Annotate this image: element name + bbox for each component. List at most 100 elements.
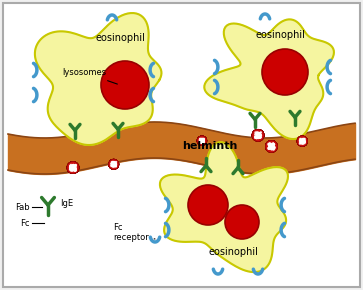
Circle shape bbox=[114, 161, 117, 163]
Circle shape bbox=[113, 164, 115, 166]
Circle shape bbox=[268, 143, 270, 145]
Circle shape bbox=[200, 140, 202, 142]
Circle shape bbox=[109, 159, 119, 170]
Circle shape bbox=[265, 140, 278, 153]
Circle shape bbox=[109, 159, 119, 170]
Circle shape bbox=[69, 166, 71, 169]
Circle shape bbox=[202, 142, 204, 144]
Circle shape bbox=[74, 169, 76, 172]
Circle shape bbox=[199, 141, 201, 143]
Circle shape bbox=[301, 143, 303, 145]
Circle shape bbox=[252, 129, 264, 142]
Circle shape bbox=[300, 140, 302, 142]
Circle shape bbox=[69, 166, 71, 168]
Circle shape bbox=[72, 167, 74, 170]
Circle shape bbox=[197, 136, 207, 146]
Circle shape bbox=[200, 138, 201, 140]
Circle shape bbox=[199, 138, 201, 139]
Circle shape bbox=[257, 134, 260, 136]
Circle shape bbox=[270, 148, 272, 150]
Circle shape bbox=[258, 135, 261, 137]
Circle shape bbox=[72, 166, 74, 168]
Circle shape bbox=[271, 145, 273, 148]
Circle shape bbox=[254, 136, 257, 139]
Circle shape bbox=[67, 162, 79, 174]
Circle shape bbox=[256, 135, 258, 137]
Circle shape bbox=[202, 139, 204, 140]
Circle shape bbox=[72, 164, 74, 166]
Circle shape bbox=[111, 163, 113, 165]
Circle shape bbox=[299, 142, 302, 144]
Circle shape bbox=[115, 163, 117, 165]
Circle shape bbox=[67, 162, 79, 174]
Circle shape bbox=[71, 169, 73, 171]
Circle shape bbox=[67, 162, 79, 174]
Circle shape bbox=[113, 166, 115, 167]
Circle shape bbox=[201, 138, 202, 140]
Circle shape bbox=[273, 144, 275, 146]
Circle shape bbox=[67, 162, 79, 174]
Circle shape bbox=[299, 143, 301, 145]
Circle shape bbox=[300, 140, 302, 142]
Circle shape bbox=[268, 143, 270, 145]
Circle shape bbox=[258, 134, 260, 137]
Circle shape bbox=[200, 141, 202, 142]
Circle shape bbox=[114, 161, 115, 163]
Circle shape bbox=[73, 168, 76, 170]
Circle shape bbox=[297, 136, 308, 146]
Circle shape bbox=[265, 140, 278, 153]
Circle shape bbox=[111, 165, 113, 167]
Circle shape bbox=[197, 136, 207, 146]
Circle shape bbox=[109, 159, 119, 170]
Circle shape bbox=[197, 136, 207, 146]
Circle shape bbox=[302, 138, 304, 140]
Circle shape bbox=[203, 142, 205, 143]
Circle shape bbox=[302, 138, 304, 140]
Circle shape bbox=[265, 140, 278, 153]
Circle shape bbox=[203, 140, 205, 142]
Circle shape bbox=[268, 143, 270, 145]
Circle shape bbox=[197, 136, 207, 146]
Circle shape bbox=[109, 159, 119, 170]
Circle shape bbox=[259, 137, 261, 139]
Circle shape bbox=[257, 132, 259, 134]
Circle shape bbox=[69, 167, 71, 169]
Circle shape bbox=[202, 140, 204, 142]
Circle shape bbox=[304, 139, 306, 141]
Circle shape bbox=[303, 142, 305, 144]
Circle shape bbox=[114, 164, 116, 166]
Circle shape bbox=[200, 142, 202, 144]
Circle shape bbox=[197, 136, 207, 146]
Circle shape bbox=[75, 164, 77, 166]
Circle shape bbox=[302, 139, 304, 141]
Circle shape bbox=[257, 137, 259, 139]
Circle shape bbox=[112, 164, 114, 166]
Circle shape bbox=[271, 148, 273, 151]
Circle shape bbox=[297, 136, 308, 146]
Circle shape bbox=[202, 140, 204, 142]
Circle shape bbox=[71, 169, 73, 171]
Circle shape bbox=[270, 144, 273, 146]
Circle shape bbox=[67, 162, 79, 174]
Circle shape bbox=[70, 166, 73, 168]
Circle shape bbox=[271, 147, 273, 149]
Circle shape bbox=[73, 168, 75, 170]
Circle shape bbox=[302, 138, 305, 140]
Circle shape bbox=[115, 162, 117, 164]
Circle shape bbox=[260, 134, 262, 137]
Circle shape bbox=[271, 144, 273, 146]
Circle shape bbox=[114, 162, 115, 164]
Circle shape bbox=[202, 142, 204, 144]
Circle shape bbox=[115, 165, 117, 167]
Circle shape bbox=[200, 138, 202, 140]
Circle shape bbox=[115, 165, 117, 167]
Circle shape bbox=[73, 166, 76, 168]
Circle shape bbox=[114, 163, 116, 165]
Circle shape bbox=[254, 135, 257, 137]
Circle shape bbox=[272, 142, 274, 145]
Circle shape bbox=[199, 142, 201, 144]
Circle shape bbox=[304, 141, 306, 143]
Circle shape bbox=[300, 141, 302, 143]
Circle shape bbox=[199, 141, 201, 143]
Circle shape bbox=[111, 165, 113, 167]
